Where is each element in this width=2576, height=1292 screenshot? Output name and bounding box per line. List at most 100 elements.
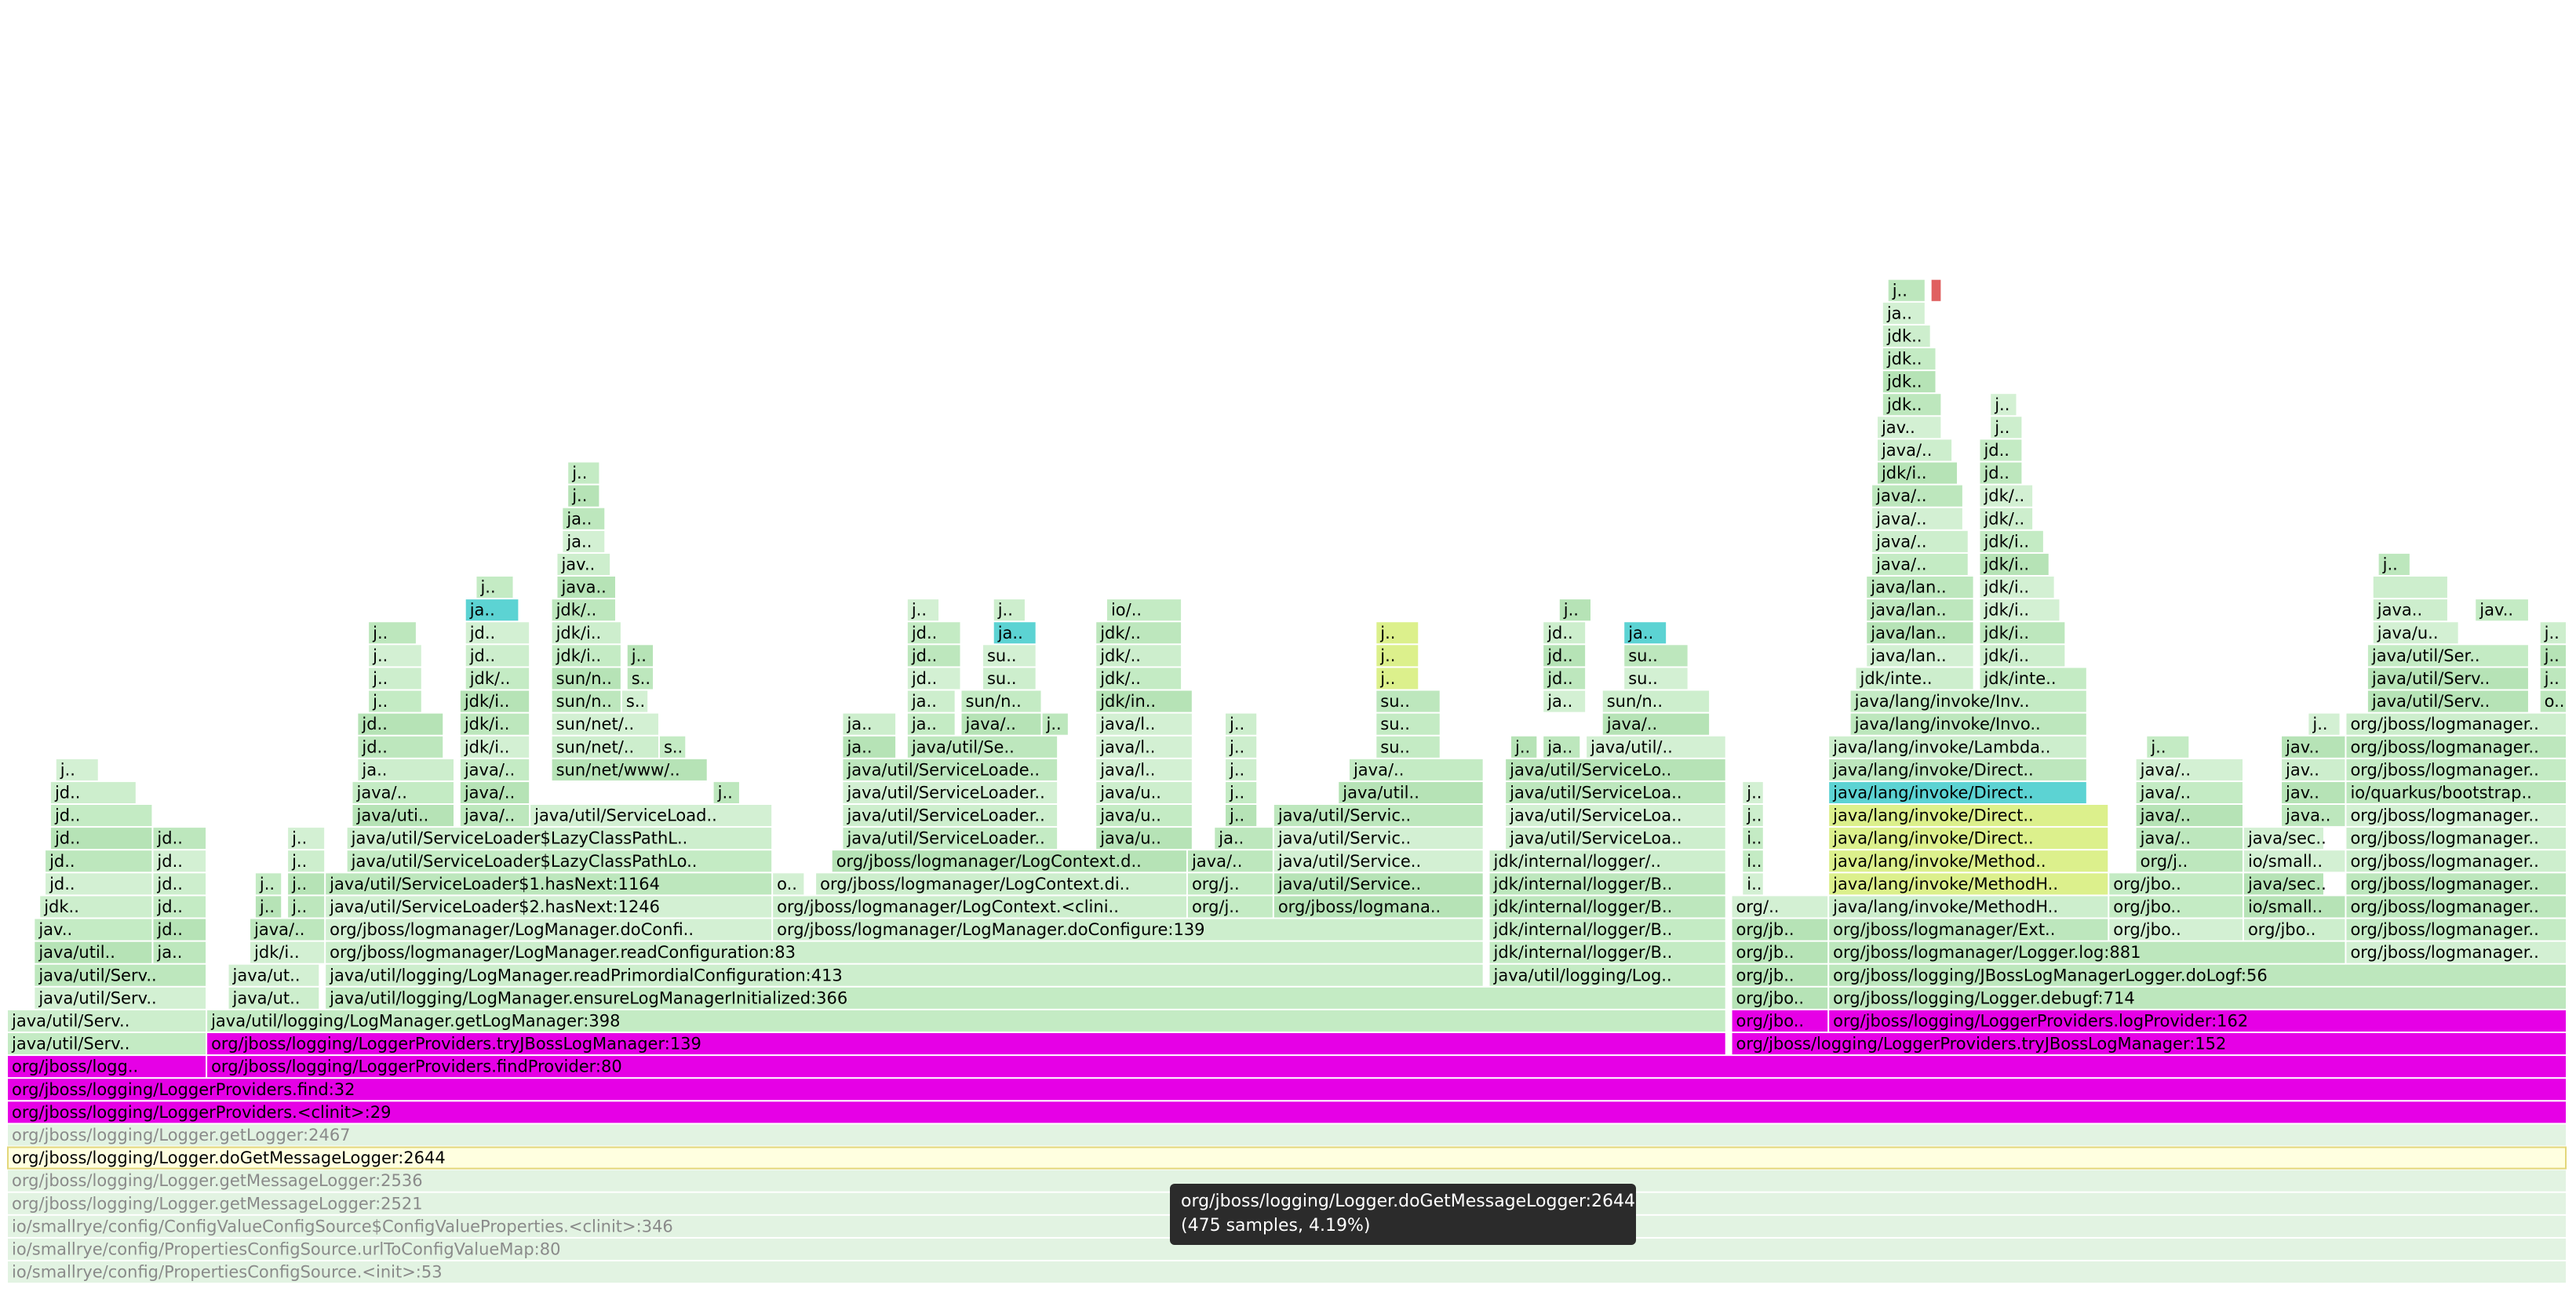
frame-label: j..: [2544, 646, 2560, 665]
frame-label: j..: [2544, 624, 2560, 642]
frame: [326, 896, 772, 918]
frame-label: ja..: [566, 532, 592, 551]
frame: [288, 828, 325, 850]
frame: [1829, 736, 2086, 758]
frame: [1867, 577, 1973, 599]
frame: [1829, 805, 2108, 827]
frame: [993, 599, 1025, 621]
frame: [773, 873, 804, 895]
frame: [2346, 896, 2566, 918]
frame-label: java/util..: [38, 943, 115, 962]
frame-label: jd..: [54, 806, 81, 825]
frame: [369, 690, 421, 712]
frame: [1489, 873, 1725, 895]
frame-label: i..: [1747, 829, 1762, 848]
frame-label: jd..: [469, 646, 496, 665]
frame-label: j..: [1046, 715, 1062, 733]
frame-label: jav..: [38, 920, 72, 939]
frame: [1273, 805, 1483, 827]
frame-label: j..: [1379, 669, 1395, 688]
frame: [1829, 964, 2566, 986]
frame: [832, 850, 1186, 872]
frame-label: java/..: [965, 715, 1016, 733]
tooltip-detail: (475 samples, 4.19%): [1181, 1216, 1370, 1236]
frame-label: java/sec..: [2247, 875, 2326, 893]
frame: [843, 759, 1058, 781]
frame-label: java/util/ServiceLoade..: [846, 760, 1040, 779]
frame: [1096, 713, 1192, 735]
frame-label: java/..: [464, 806, 515, 825]
frame-label: java/lang/invoke/Direct..: [1832, 760, 2034, 779]
frame-label: jd..: [911, 646, 938, 665]
frame-label: jdk..: [1886, 395, 1922, 414]
frame-label: j..: [1229, 783, 1244, 802]
frame-label: java/util/logging/Log..: [1493, 966, 1672, 984]
frame-label: java/lang/invoke/Lambda..: [1832, 737, 2050, 756]
frame-label: i..: [1747, 875, 1762, 893]
frame-label: java/lang/invoke/Inv..: [1854, 692, 2030, 711]
frame-label: java/..: [1881, 441, 1932, 460]
frame-label: java/util/Serv..: [11, 1035, 129, 1054]
frame-label: j..: [1379, 646, 1395, 665]
frame-label: java/util/ServiceLoad..: [534, 806, 717, 825]
frame-label: io/smallrye/config/PropertiesConfigSourc…: [12, 1263, 443, 1282]
frame: [369, 645, 421, 667]
frame-label: java/util/Serv..: [2371, 669, 2490, 688]
frame-label: java/lan..: [1870, 601, 1946, 620]
frame-label: jd..: [1547, 624, 1573, 642]
frame-label: jdk/internal/logger/..: [1493, 852, 1661, 871]
frame: [2109, 873, 2243, 895]
frame-label: ja..: [469, 601, 495, 620]
frame: [1602, 690, 1710, 712]
frame: [1489, 919, 1725, 941]
frame: [1980, 462, 2022, 484]
frame-label: jav..: [2285, 783, 2319, 802]
frame-label: ja..: [1218, 829, 1244, 848]
frame-label: j..: [1229, 806, 1244, 825]
frame-label: j..: [1746, 806, 1762, 825]
frame: [1339, 781, 1483, 803]
frame-label: j..: [291, 897, 307, 916]
frame-label: org/jboss/logmanager/LogContext.<clini..: [777, 897, 1119, 916]
frame-label: ja..: [911, 715, 937, 733]
frame-label: java/util/ServiceLoader$2.hasNext:1246: [329, 897, 660, 916]
frame-label: java/..: [2140, 760, 2191, 779]
frame: [1991, 417, 2022, 439]
frame: [1980, 599, 2060, 621]
frame-label: jd..: [156, 852, 183, 871]
frame: [465, 668, 530, 690]
frame: [1096, 645, 1182, 667]
frame: [2346, 713, 2566, 735]
frame-label: su..: [1628, 646, 1658, 665]
frame: [1732, 941, 1828, 963]
frame-label: jdk/i..: [1983, 555, 2029, 573]
frame-label: org/jboss/logmanager..: [2350, 852, 2538, 871]
frame: [1624, 645, 1688, 667]
frame-label: jdk/..: [1099, 646, 1141, 665]
frame: [843, 805, 1058, 827]
frame: [460, 690, 530, 712]
frame-label: jdk/..: [556, 601, 597, 620]
frame: [369, 668, 421, 690]
frame: [153, 919, 206, 941]
frame-label: java/util/ServiceLoader$1.hasNext:1164: [329, 875, 660, 893]
frame: [552, 759, 707, 781]
frame: [1829, 759, 2086, 781]
frame-label: java/util/Servic..: [1277, 806, 1411, 825]
frame-label: java/..: [1875, 509, 1926, 528]
frame: [358, 713, 443, 735]
frame: [1376, 690, 1440, 712]
frame: [2136, 759, 2243, 781]
frame: [1187, 873, 1273, 895]
frame-label: java/..: [356, 783, 407, 802]
frame: [1882, 348, 1936, 370]
frame-label: org/jboss/logmanager..: [2350, 715, 2538, 733]
frame-label: java/..: [464, 783, 515, 802]
frame-label: j..: [291, 875, 307, 893]
frame-label: ja..: [997, 624, 1023, 642]
frame-label: jdk/inte..: [1983, 669, 2056, 688]
frame-label: java/..: [1875, 555, 1926, 573]
frame-label: jdk/..: [1099, 669, 1141, 688]
frame-label: org/jboss/logmanager/LogManager.doConfig…: [777, 920, 1204, 939]
